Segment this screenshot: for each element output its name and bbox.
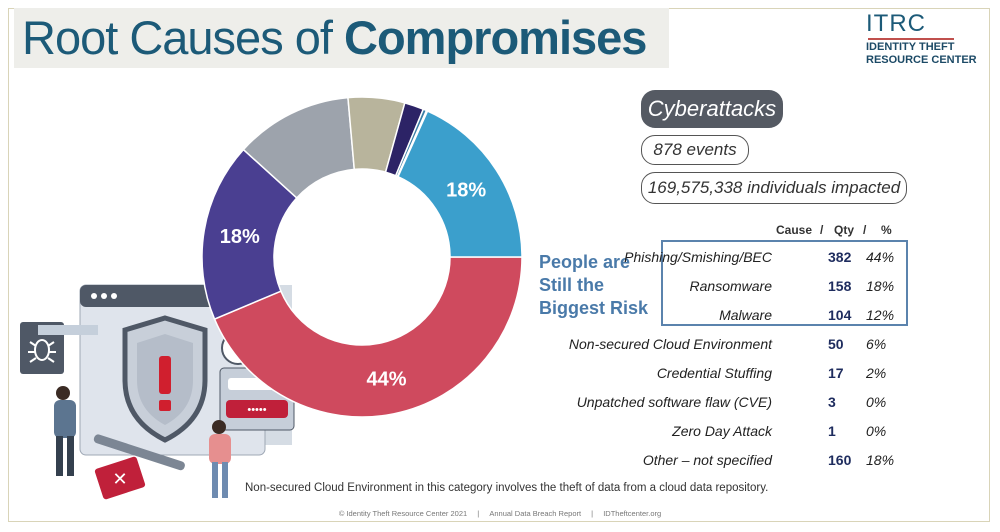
close-icon-tile [94,456,146,500]
table-row: Unpatched software flaw (CVE) 3 0% [560,390,900,416]
footer-report: Annual Data Breach Report [489,509,582,518]
alert-icon [159,356,171,394]
person-man [54,386,76,476]
row-pct: 2% [866,365,887,381]
row-pct: 6% [866,336,887,352]
table-row: Malware 104 12% [560,303,900,329]
footer-site: IDTheftcenter.org [603,509,662,518]
header-sep-1: / [820,223,824,237]
donut-slice [213,256,523,418]
row-pct: 44% [866,249,895,265]
row-qty: 1 [828,423,836,439]
row-qty: 160 [828,452,852,468]
donut-slice [201,148,298,321]
highlight-box [661,240,908,326]
footnote: Non-secured Cloud Environment in this ca… [245,482,769,494]
illus-password-field [226,400,288,418]
table-row: Non-secured Cloud Environment 50 6% [560,332,900,358]
bug-icon [28,339,56,363]
slice-label: 18% [220,226,260,248]
donut-chart: 44% 18% 18% [201,96,523,418]
logo-line1: IDENTITY THEFT [866,41,955,53]
logo-rule [868,38,954,40]
page-title: Root Causes of Compromises [22,10,647,65]
header-qty: Qty [834,223,855,237]
table-row: Phishing/Smishing/BEC 382 44% [560,245,900,271]
row-cause: Other – not specified [642,452,772,468]
footer-sep-2: | [591,509,594,518]
row-qty: 3 [828,394,836,410]
footer: © Identity Theft Resource Center 2021 | … [0,509,1000,518]
slice-label: 18% [446,180,486,202]
close-icon: ✕ [112,469,127,489]
callout-line-1: People are [539,252,631,272]
header-cause: Cause [776,223,813,237]
row-cause: Non-secured Cloud Environment [568,336,772,352]
events-pill: 878 events [641,135,749,165]
row-qty: 104 [828,307,852,323]
donut-slice [397,110,523,258]
illus-side-strip [38,325,98,335]
row-cause: Ransomware [689,278,772,294]
table-row: Credential Stuffing 17 2% [560,361,900,387]
row-qty: 158 [828,278,852,294]
row-cause: Malware [719,307,772,323]
individuals-pill: 169,575,338 individuals impacted [641,172,907,204]
title-part1: Root Causes of [22,11,345,64]
row-pct: 18% [866,452,895,468]
header-sep-2: / [863,223,867,237]
logo-line2: RESOURCE CENTER [866,54,977,66]
row-qty: 17 [828,365,844,381]
password-dots: ••••• [247,404,266,416]
row-pct: 18% [866,278,895,294]
table-row: Zero Day Attack 1 0% [560,419,900,445]
footer-copyright: © Identity Theft Resource Center 2021 [338,509,468,518]
title-part2: Compromises [344,11,647,64]
row-qty: 382 [828,249,852,265]
callout-line-2: Still the [539,275,605,295]
illus-dot-3 [111,293,117,299]
person-woman [209,420,231,498]
title-band [14,8,669,68]
row-pct: 12% [866,307,895,323]
row-cause: Credential Stuffing [656,365,772,381]
row-cause: Unpatched software flaw (CVE) [576,394,772,410]
alert-icon-dot [159,400,171,411]
row-pct: 0% [866,394,887,410]
row-pct: 0% [866,423,887,439]
callout-line-3: Biggest Risk [539,298,649,318]
illus-dot-1 [91,293,97,299]
logo-mark: ITRC [866,10,926,37]
table-row: Other – not specified 160 18% [560,448,900,474]
itrc-logo: ITRC IDENTITY THEFT RESOURCE CENTER [866,10,977,66]
row-cause: Zero Day Attack [672,423,772,439]
row-qty: 50 [828,336,844,352]
category-pill: Cyberattacks [641,90,783,128]
table-row: Ransomware 158 18% [560,274,900,300]
illus-dot-2 [101,293,107,299]
row-cause: Phishing/Smishing/BEC [624,249,772,265]
slice-label: 44% [367,369,407,391]
footer-sep-1: | [477,509,480,518]
illus-pencil [93,434,185,471]
header-pct: % [881,223,892,237]
risk-callout: People are Still the Biggest Risk [539,251,648,320]
